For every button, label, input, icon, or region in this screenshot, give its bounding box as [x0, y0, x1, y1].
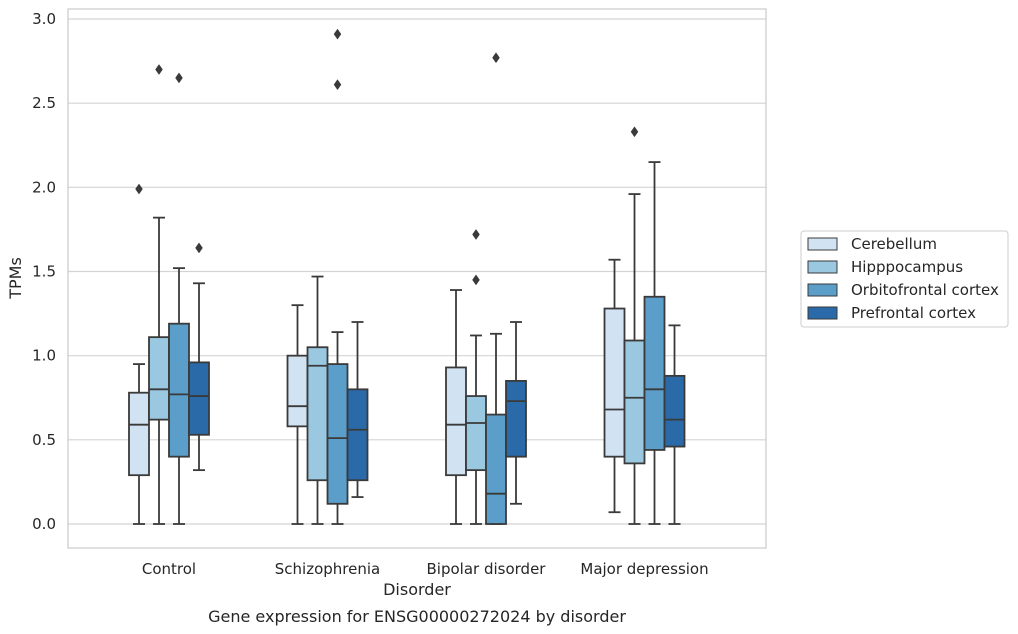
- y-tick-label: 3.0: [32, 10, 56, 28]
- box-iqr: [168, 322, 190, 458]
- box-iqr: [485, 413, 507, 525]
- box-iqr: [663, 374, 686, 448]
- box-3-1: [623, 126, 646, 525]
- y-axis-label: TPMs: [6, 257, 25, 300]
- outlier-point: [472, 274, 480, 286]
- y-tick-label: 0.0: [32, 515, 56, 533]
- box-iqr: [505, 380, 527, 458]
- y-tick-label: 2.0: [32, 178, 56, 196]
- box-0-2: [168, 72, 190, 525]
- box-0-1: [148, 64, 170, 525]
- box-0-0: [128, 183, 150, 525]
- outlier-point: [175, 72, 183, 84]
- plot-frame: [67, 8, 767, 549]
- legend: Cerebellum Hipppocampus Orbitofrontal cort…: [800, 230, 1009, 328]
- box-iqr: [326, 363, 349, 505]
- box-3-2: [643, 161, 666, 525]
- x-tick-label: Schizophrenia: [275, 560, 380, 578]
- legend-label: Hipppocampus: [851, 258, 963, 276]
- y-tick-label: 1.0: [32, 347, 56, 365]
- box-iqr: [603, 307, 626, 458]
- y-tick-label: 0.5: [32, 431, 56, 449]
- box-2-1: [465, 229, 487, 525]
- box-iqr: [188, 361, 210, 436]
- x-axis-label: Disorder: [383, 580, 451, 599]
- legend-label: Cerebellum: [851, 235, 937, 253]
- legend-label: Orbitofrontal cortex: [851, 281, 999, 299]
- box-iqr: [465, 395, 487, 472]
- outlier-point: [472, 229, 480, 240]
- box-iqr: [623, 339, 646, 465]
- y-tick-label: 1.5: [32, 263, 56, 281]
- box-iqr: [128, 391, 150, 477]
- x-tick-label: Control: [142, 560, 196, 578]
- box-3-3: [663, 324, 686, 525]
- box-2-2: [485, 52, 507, 525]
- y-tick-label: 2.5: [32, 94, 56, 112]
- box-2-0: [445, 289, 467, 525]
- outlier-point: [333, 79, 342, 91]
- legend-swatch: [807, 306, 838, 320]
- box-iqr: [148, 336, 170, 421]
- box-1-0: [286, 304, 309, 525]
- x-tick-label: Major depression: [580, 560, 708, 578]
- outlier-point: [135, 183, 143, 195]
- legend-swatch: [807, 237, 838, 251]
- box-2-3: [505, 321, 527, 505]
- y-tick-labels: 0.0 0.5 1.0 1.5 2.0 2.5 3.0: [32, 10, 56, 533]
- box-0-3: [188, 242, 210, 472]
- box-1-1: [306, 275, 329, 525]
- box-iqr: [445, 366, 467, 477]
- box-iqr: [643, 295, 666, 451]
- box-groups: [128, 28, 686, 525]
- box-3-0: [603, 258, 626, 514]
- legend-swatch: [807, 260, 838, 274]
- x-tick-label: Bipolar disorder: [427, 560, 547, 578]
- outlier-point: [155, 64, 163, 75]
- legend-swatch: [807, 283, 838, 297]
- outlier-point: [195, 242, 203, 254]
- box-iqr: [286, 354, 309, 428]
- legend-label: Prefrontal cortex: [851, 304, 976, 322]
- chart-title: Gene expression for ENSG00000272024 by d…: [208, 607, 626, 626]
- outlier-point: [492, 52, 500, 64]
- box-iqr: [306, 346, 329, 482]
- x-tick-labels: Control Schizophrenia Bipolar disorder Majo…: [142, 560, 709, 578]
- box-1-3: [346, 321, 369, 498]
- legend-frame: [800, 230, 1009, 328]
- outlier-point: [630, 126, 639, 138]
- box-iqr: [346, 388, 369, 482]
- outlier-point: [333, 28, 342, 40]
